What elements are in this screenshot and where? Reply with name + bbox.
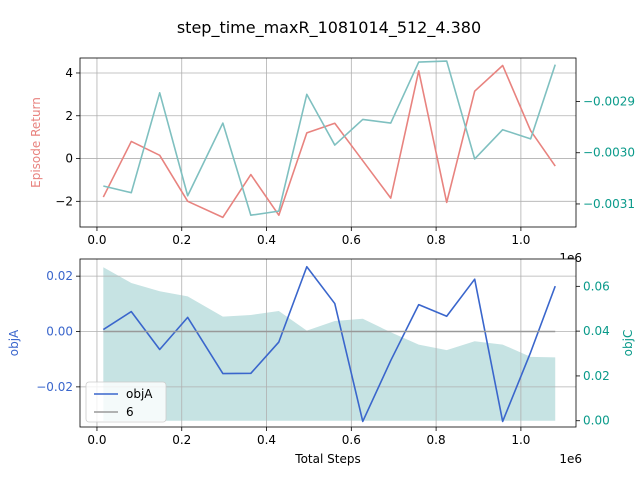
plot-area (80, 58, 576, 227)
x-offset-label: 1e6 (559, 452, 582, 466)
y2-tick-label: −0.0030 (583, 146, 635, 160)
x-tick-label: 0.8 (427, 233, 446, 247)
y-axis-label: Episode Return (29, 97, 43, 188)
y-tick-label: 4 (65, 66, 73, 80)
x-tick-label: 0.0 (87, 233, 106, 247)
x-tick-label: 0.8 (427, 433, 446, 447)
legend-label: 6 (126, 405, 134, 419)
y-tick-label: 0.00 (46, 325, 73, 339)
x-tick-label: 1.0 (511, 233, 530, 247)
x-tick-label: 0.0 (87, 433, 106, 447)
x-tick-label: 0.4 (257, 233, 276, 247)
x-tick-label: 1.0 (511, 433, 530, 447)
bottom-panel: 0.0 0.2 0.4 0.6 0.8 1.0 1e6 −0.02 0.00 0.02 0.00 0.… (7, 258, 635, 466)
x-tick-label: 0.4 (257, 433, 276, 447)
y-tick-label: −2 (55, 194, 73, 208)
legend-label: objA (126, 387, 153, 401)
x-tick-label: 0.2 (172, 433, 191, 447)
y-tick-label: 0 (65, 152, 73, 166)
right-axis-line (103, 60, 556, 217)
x-tick-label: 0.6 (342, 233, 361, 247)
episode-return-line (102, 64, 556, 219)
axes-frame (79, 258, 577, 428)
y-tick-label: 2 (65, 109, 73, 123)
y2-tick-label: −0.0031 (583, 197, 635, 211)
y2-tick-label: 0.06 (583, 279, 610, 293)
x-tick-label: 0.2 (172, 233, 191, 247)
y2-tick-label: 0.00 (583, 414, 610, 428)
y-axis-label: objA (7, 329, 21, 356)
legend: objA 6 (85, 381, 167, 423)
axes-frame (79, 57, 577, 228)
x-tick-label: 0.6 (342, 433, 361, 447)
top-panel: 0.0 0.2 0.4 0.6 0.8 1.01e6−2024−0.0031−0.0030… (29, 57, 635, 265)
y2-tick-label: −0.0029 (583, 95, 635, 109)
y2-axis-label: objC (621, 330, 635, 357)
objA-line (102, 265, 556, 423)
y-tick-label: −0.02 (36, 380, 73, 394)
y2-tick-label: 0.04 (583, 324, 610, 338)
chart-title: step_time_maxR_1081014_512_4.380 (177, 18, 481, 38)
y-tick-label: 0.02 (46, 269, 73, 283)
objC-area (103, 267, 556, 421)
y2-tick-label: 0.02 (583, 369, 610, 383)
x-axis-label: Total Steps (294, 452, 360, 466)
